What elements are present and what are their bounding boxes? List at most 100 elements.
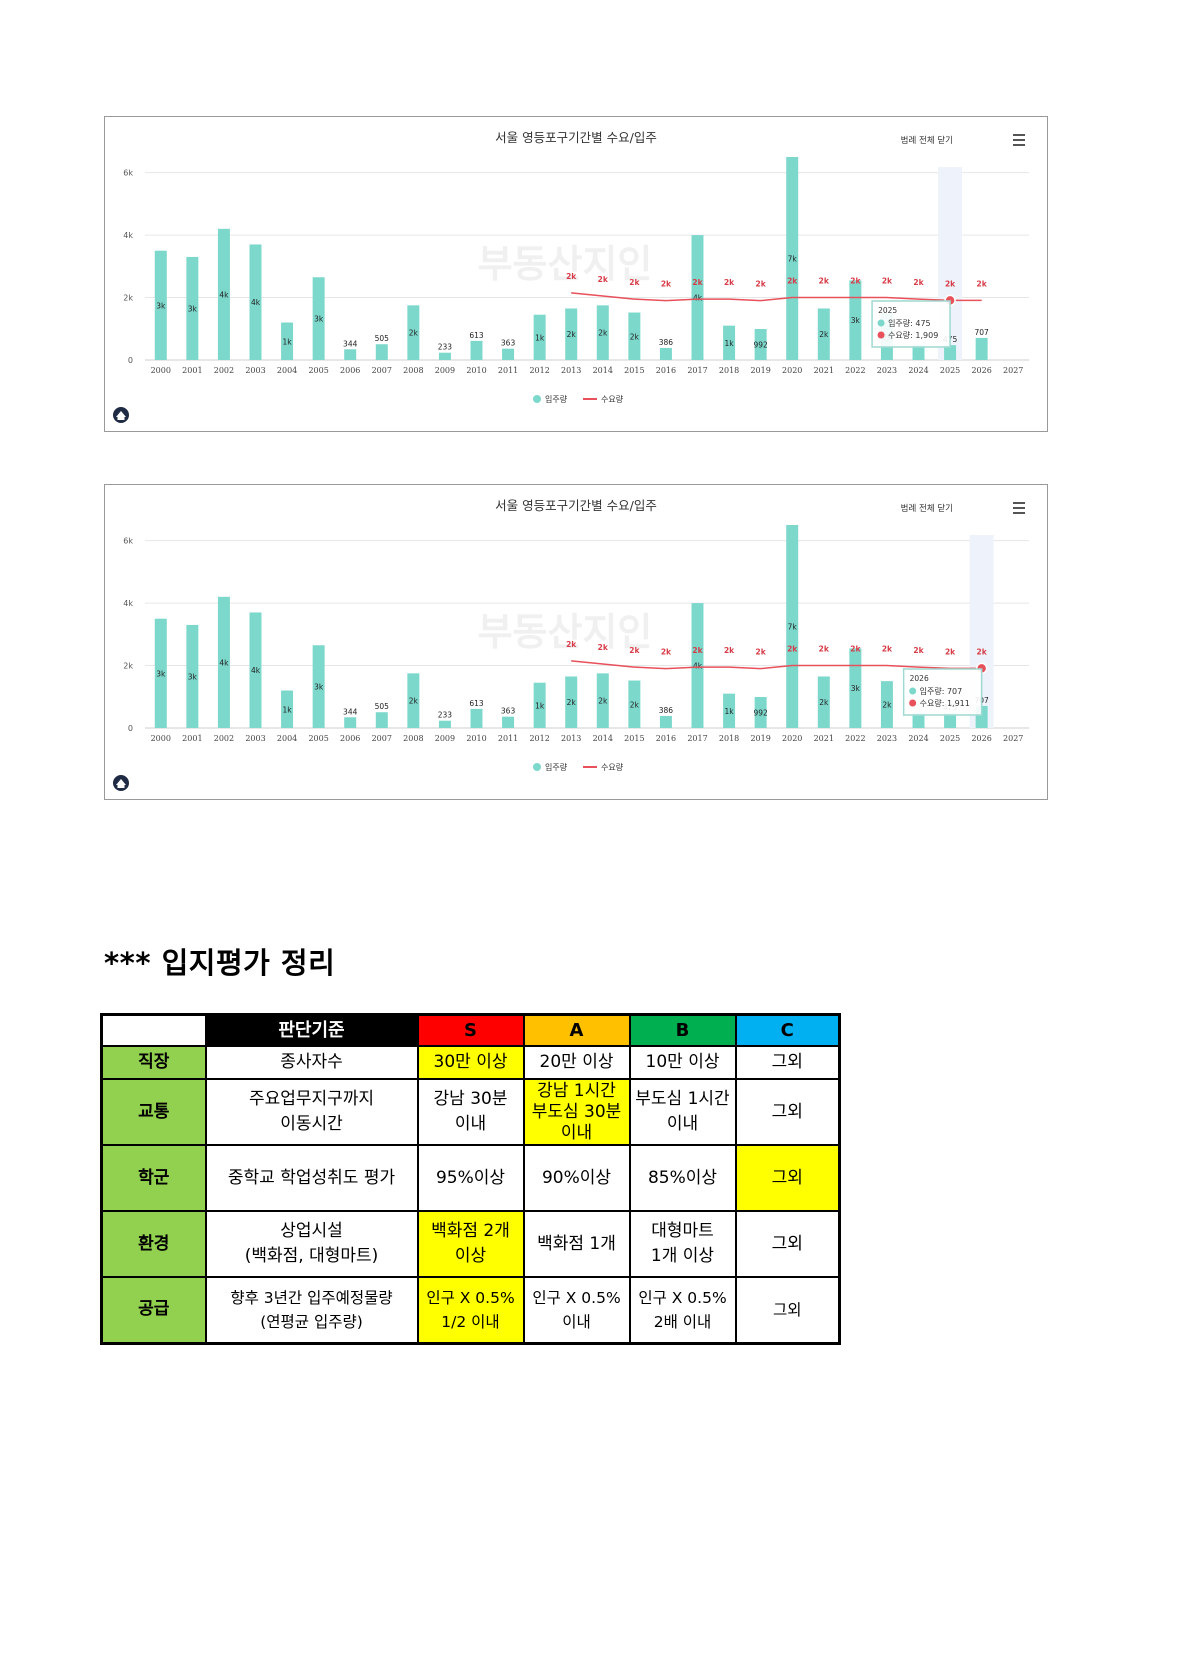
x-tick-label: 2017	[687, 366, 707, 375]
demand-label-2024: 2k	[913, 278, 924, 287]
logo-house	[116, 411, 126, 420]
bar-supply-2008	[407, 305, 420, 360]
bar-supply-2008	[407, 673, 420, 728]
bar-label-2018: 1k	[725, 339, 735, 348]
bar-supply-2000	[154, 250, 167, 360]
demand-label-2021: 2k	[819, 645, 830, 654]
bar-supply-2025	[944, 713, 957, 728]
x-tick-label: 2007	[372, 734, 392, 743]
bar-label-2021: 2k	[819, 698, 829, 707]
legend-supply-swatch	[533, 763, 541, 771]
x-tick-label: 2008	[403, 366, 423, 375]
legend-toggle-label[interactable]: 범례 전체 닫기	[901, 135, 953, 146]
cell-a: 강남 1시간 부도심 30분 이내	[522, 1078, 631, 1146]
x-tick-label: 2023	[877, 366, 897, 375]
cell-b: 인구 X 0.5% 2배 이내	[628, 1276, 737, 1344]
tooltip-supply: 입주량: 475	[888, 318, 931, 328]
bar-supply-2014	[596, 305, 609, 360]
bar-label-2002: 4k	[219, 290, 229, 299]
demand-label-2020: 2k	[787, 645, 798, 654]
table-header-cell: B	[628, 1013, 737, 1047]
bar-supply-2009	[438, 720, 451, 728]
y-tick-label: 0	[128, 356, 133, 365]
bar-label-2008: 2k	[409, 697, 419, 706]
tooltip-box	[902, 668, 983, 716]
bar-label-2009: 233	[438, 711, 453, 720]
x-tick-label: 2026	[971, 366, 991, 375]
bar-supply-2015	[628, 680, 641, 728]
menu-icon[interactable]	[1013, 134, 1025, 146]
bar-label-2011: 363	[501, 339, 516, 348]
bar-label-2020: 7k	[788, 623, 798, 632]
bar-label-2011: 363	[501, 707, 516, 716]
demand-label-2022: 2k	[850, 277, 861, 286]
x-tick-label: 2013	[561, 734, 581, 743]
demand-label-2023: 2k	[882, 277, 893, 286]
bar-label-2007: 505	[375, 702, 390, 711]
legend-supply-label: 입주량	[545, 762, 568, 772]
demand-label-2015: 2k	[629, 646, 640, 655]
bar-label-2008: 2k	[409, 329, 419, 338]
demand-label-2013: 2k	[566, 272, 577, 281]
cell-criterion: 향후 3년간 입주예정물량 (연평균 입주량)	[204, 1276, 419, 1344]
menu-icon[interactable]	[1013, 502, 1025, 514]
bar-supply-2019	[754, 329, 767, 360]
menu-icon-bar	[1013, 144, 1025, 146]
legend[interactable]: 입주량 수요량	[533, 762, 624, 772]
bar-label-2009: 233	[438, 343, 453, 352]
x-tick-label: 2010	[466, 366, 486, 375]
x-tick-label: 2023	[877, 734, 897, 743]
legend[interactable]: 입주량 수요량	[533, 394, 624, 404]
cell-s: 강남 30분 이내	[416, 1078, 525, 1146]
demand-label-2022: 2k	[850, 645, 861, 654]
bar-supply-2024	[912, 713, 925, 728]
bar-label-2013: 2k	[567, 698, 577, 707]
bar-supply-2014	[596, 673, 609, 728]
demand-label-2018: 2k	[724, 278, 735, 287]
x-tick-label: 2027	[1003, 366, 1023, 375]
x-tick-label: 2009	[435, 734, 455, 743]
bar-label-2010: 613	[469, 699, 484, 708]
row-label: 직장	[100, 1045, 207, 1080]
x-tick-label: 2021	[814, 734, 834, 743]
bar-label-2020: 7k	[788, 255, 798, 264]
legend-demand-label: 수요량	[601, 762, 624, 772]
table-header-cell	[100, 1013, 207, 1047]
bar-supply-2017	[691, 235, 704, 360]
demand-label-2018: 2k	[724, 646, 735, 655]
x-tick-label: 2003	[245, 734, 265, 743]
tooltip-box	[871, 300, 951, 348]
logo-icon	[113, 407, 129, 423]
demand-line	[571, 660, 982, 670]
bar-supply-2011	[502, 716, 515, 728]
bar-supply-2010	[470, 340, 483, 360]
menu-icon-bar	[1013, 502, 1025, 504]
bar-label-2012: 1k	[535, 701, 545, 710]
cell-c: 그외	[734, 1045, 841, 1080]
x-tick-label: 2017	[687, 734, 707, 743]
demand-label-2016: 2k	[661, 280, 672, 289]
legend-toggle-label[interactable]: 범례 전체 닫기	[901, 503, 953, 514]
x-tick-label: 2006	[340, 734, 360, 743]
x-tick-label: 2020	[782, 366, 802, 375]
demand-label-2020: 2k	[787, 277, 798, 286]
x-tick-label: 2002	[214, 734, 234, 743]
bar-label-2014: 2k	[598, 697, 608, 706]
cell-s: 30만 이상	[416, 1045, 525, 1080]
x-tick-label: 2026	[971, 734, 991, 743]
x-tick-label: 2025	[940, 366, 960, 375]
demand-label-2019: 2k	[756, 280, 767, 289]
bar-supply-2023	[880, 681, 893, 728]
x-tick-label: 2009	[435, 366, 455, 375]
x-tick-label: 2016	[656, 366, 676, 375]
demand-label-2026: 2k	[977, 279, 988, 288]
bar-label-2004: 1k	[283, 705, 293, 714]
bar-supply-2021	[817, 676, 830, 728]
bar-label-2019: 992	[753, 341, 768, 350]
bar-label-2018: 1k	[725, 707, 735, 716]
bar-label-2017: 4k	[693, 662, 703, 671]
chart-title: 서울 영등포구기간별 수요/입주	[495, 130, 657, 145]
x-tick-label: 2001	[182, 734, 202, 743]
tooltip-demand-dot	[909, 699, 917, 707]
